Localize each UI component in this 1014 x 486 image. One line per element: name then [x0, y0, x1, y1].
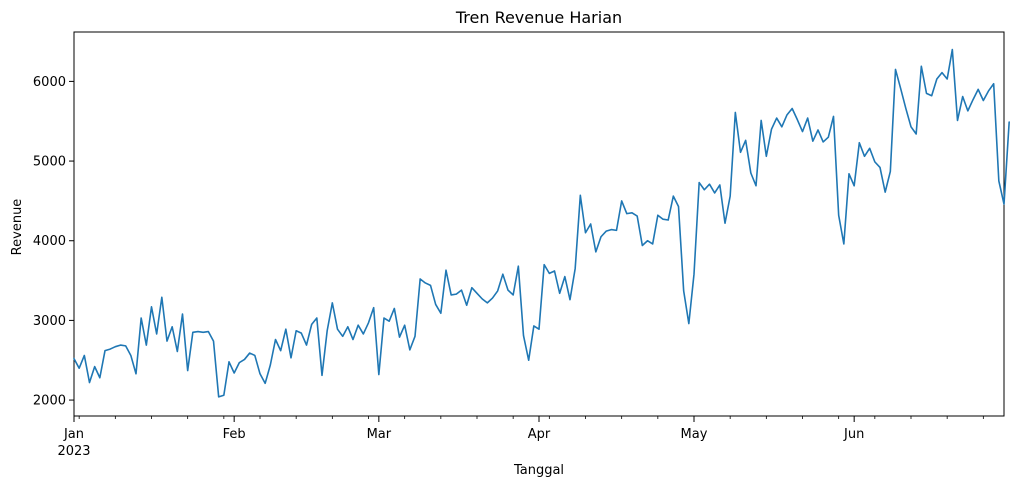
x-tick-label: Feb [223, 427, 246, 442]
x-tick-label: May [681, 427, 708, 442]
x-tick-label: Apr [528, 427, 551, 442]
x-axis-ticks: Jan 2023 Feb Mar Apr May Jun [57, 416, 984, 459]
x-tick-label: Mar [367, 427, 392, 442]
y-tick-label: 2000 [33, 394, 66, 409]
y-axis-ticks: 2000 3000 4000 5000 6000 [33, 75, 74, 409]
plot-area: 2000 3000 4000 5000 6000 Jan 2023 Feb Mar Apr May… [33, 31, 1010, 459]
y-tick-label: 6000 [33, 75, 66, 90]
x-tick-label: Jan [63, 427, 84, 442]
plot-frame [73, 31, 1005, 417]
y-tick-label: 4000 [33, 234, 66, 249]
chart-title: Tren Revenue Harian [455, 8, 622, 27]
y-tick-label: 3000 [33, 314, 66, 329]
y-axis-label: Revenue [10, 199, 25, 256]
revenue-series-line [73, 48, 1010, 398]
x-tick-label: Jun [843, 427, 864, 442]
y-tick-label: 5000 [33, 155, 66, 170]
x-axis-label: Tanggal [513, 463, 564, 478]
x-tick-year-label: 2023 [57, 444, 90, 459]
